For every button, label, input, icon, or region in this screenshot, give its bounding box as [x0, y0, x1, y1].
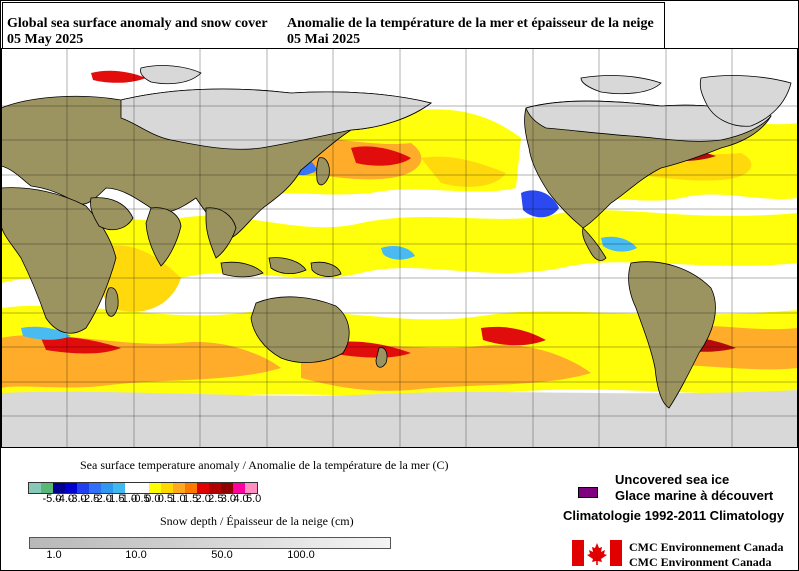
world-map — [1, 48, 798, 448]
ice-label-fr: Glace marine à découvert — [615, 488, 774, 503]
sst-tick-label: -3.0 — [67, 493, 87, 505]
antarctic-snow — [1, 390, 798, 448]
date-fr: 05 Mai 2025 — [287, 32, 361, 47]
sst-swatch — [221, 483, 233, 493]
sst-swatch — [101, 483, 113, 493]
sst-tick-label: 0.0 — [145, 493, 161, 505]
sst-swatch — [89, 483, 101, 493]
sst-tick-label: -1.0 — [118, 493, 138, 505]
sst-swatch — [53, 483, 65, 493]
sst-swatch — [125, 483, 137, 493]
date-en: 05 May 2025 — [7, 32, 84, 47]
sst-tick-label: -2.0 — [92, 493, 112, 505]
map-border — [1, 48, 798, 448]
canada-flag-icon — [572, 540, 622, 566]
sst-swatch — [65, 483, 77, 493]
sst-tick-label: 0.5 — [157, 493, 174, 505]
title-fr: Anomalie de la température de la mer et … — [287, 16, 654, 31]
sst-legend-title: Sea surface temperature anomaly / Anomal… — [80, 458, 449, 472]
sst-tick-label: 2.0 — [195, 493, 211, 505]
agency-fr: CMC Environnement Canada — [629, 540, 784, 554]
snow-tick-label: 10.0 — [125, 549, 147, 561]
snow-depth-scale — [29, 537, 391, 549]
sst-tick-label: -1.5 — [105, 493, 125, 505]
title-en: Global sea surface anomaly and snow cove… — [7, 16, 268, 31]
sst-swatch — [233, 483, 245, 493]
sst-swatch — [29, 483, 41, 493]
sst-swatch — [149, 483, 161, 493]
sst-tick-label: 1.5 — [182, 493, 199, 505]
sst-swatch — [77, 483, 89, 493]
sst-swatch — [245, 483, 257, 493]
sst-tick-label: -0.5 — [130, 493, 150, 505]
snow-legend-title: Snow depth / Épaisseur de la neige (cm) — [160, 514, 354, 528]
snow-tick-label: 1.0 — [46, 549, 62, 561]
sst-tick-label: -4.0 — [55, 493, 75, 505]
sst-swatch — [197, 483, 209, 493]
sst-swatch — [113, 483, 125, 493]
sst-tick-label: 4.0 — [233, 493, 249, 505]
sst-swatch — [137, 483, 149, 493]
sst-swatch — [41, 483, 53, 493]
land-layer — [1, 65, 792, 409]
sst-swatch — [173, 483, 185, 493]
sst-swatch — [161, 483, 173, 493]
snow-tick-label: 50.0 — [211, 549, 233, 561]
sst-tick-label: 2.5 — [208, 493, 224, 505]
snow-tick-label: 100.0 — [287, 549, 315, 561]
sst-color-scale — [28, 482, 258, 494]
sst-swatch — [209, 483, 221, 493]
title-box: Global sea surface anomaly and snow cove… — [2, 2, 665, 49]
climatology-label: Climatologie 1992-2011 Climatology — [563, 508, 785, 523]
sst-tick-label: 5.0 — [245, 493, 262, 505]
ice-color-swatch — [578, 487, 598, 498]
lat-lon-grid — [1, 48, 798, 448]
sst-swatch — [185, 483, 197, 493]
sst-tick-label: -5.0 — [42, 493, 62, 505]
sst-tick-label: -2.5 — [80, 493, 100, 505]
ice-label-en: Uncovered sea ice — [615, 472, 730, 487]
sst-tick-label: 3.0 — [220, 493, 237, 505]
agency-en: CMC Environment Canada — [629, 555, 772, 569]
sst-tick-label: 1.0 — [170, 493, 186, 505]
